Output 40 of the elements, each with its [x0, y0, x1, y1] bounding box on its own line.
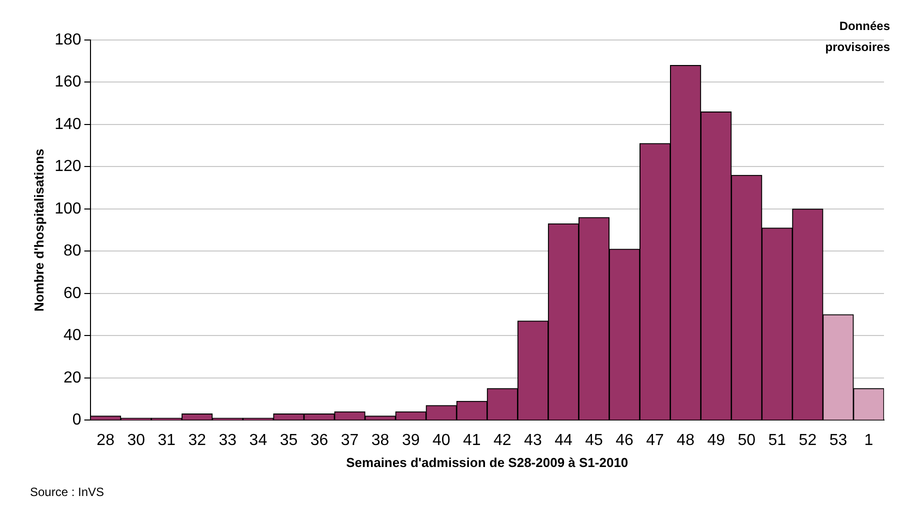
x-tick-label: 1: [864, 432, 874, 450]
x-tick-label: 43: [524, 432, 542, 450]
x-tick-label: 44: [554, 432, 572, 450]
x-tick-label: 51: [768, 432, 786, 450]
x-tick-label: 39: [402, 432, 420, 450]
x-tick-label: 53: [829, 432, 848, 450]
y-tick-label: 40: [64, 327, 82, 344]
x-tick-label: 41: [462, 432, 481, 450]
annotation: Données provisoires: [825, 19, 890, 54]
x-tick-label: 30: [127, 432, 146, 450]
y-tick-label: 140: [54, 116, 82, 133]
x-tick-label: 50: [738, 432, 756, 450]
x-tick-label: 48: [676, 432, 695, 450]
x-tick-label: 37: [340, 432, 359, 450]
y-tick-label: 160: [54, 74, 82, 91]
y-axis-title: Nombre d'hospitalisations: [31, 148, 46, 312]
x-tick-label: 33: [218, 432, 237, 450]
y-tick-label: 60: [64, 284, 82, 302]
x-tick-label: 42: [494, 432, 512, 450]
x-tick-label: 35: [280, 432, 298, 450]
x-axis-title: Semaines d'admission de S28-2009 à S1-2010: [346, 454, 628, 470]
y-tick-label: 80: [64, 242, 82, 260]
x-tick-label: 32: [188, 432, 206, 450]
x-tick-label: 31: [158, 432, 176, 450]
x-tick-label: 34: [249, 432, 268, 450]
y-tick-label: 180: [54, 31, 82, 48]
x-tick-label: 49: [707, 432, 726, 450]
x-tick-label: 47: [646, 432, 664, 450]
y-tick-label: 120: [54, 158, 82, 176]
x-tick-label: 46: [616, 432, 634, 450]
x-tick-label: 52: [798, 432, 817, 450]
x-tick-label: 45: [585, 432, 603, 450]
x-tick-label: 38: [371, 432, 390, 450]
source-note: Source : InVS: [30, 485, 104, 499]
x-tick-label: 40: [432, 432, 450, 450]
y-tick-label: 100: [54, 200, 82, 218]
y-tick-label: 0: [72, 412, 82, 429]
x-tick-label: 28: [96, 432, 115, 450]
x-tick-label: 36: [310, 432, 328, 450]
y-tick-label: 20: [64, 369, 82, 386]
